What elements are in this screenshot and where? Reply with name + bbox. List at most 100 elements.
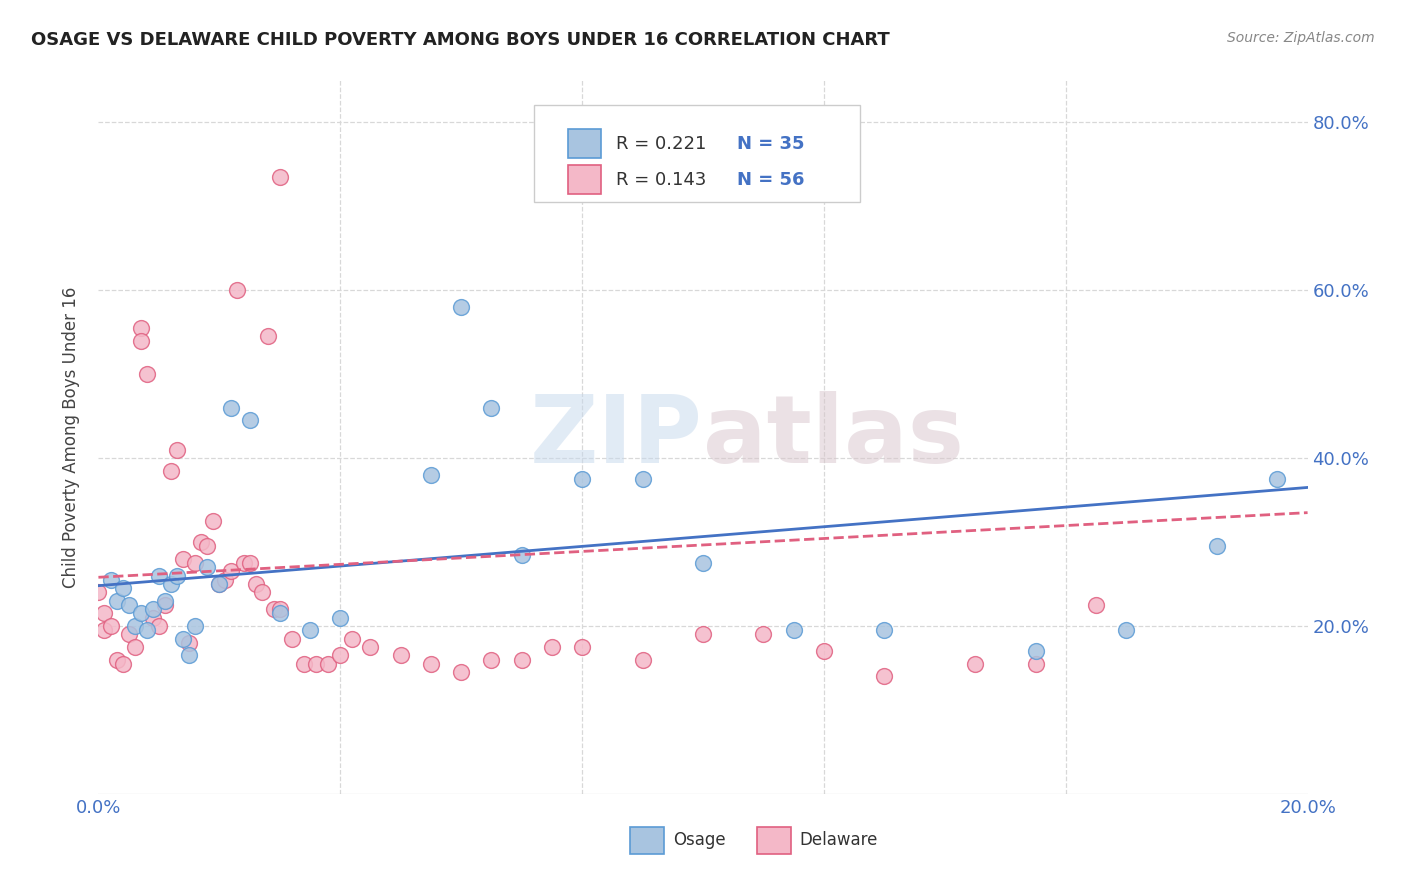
Point xyxy=(329,648,352,663)
Point xyxy=(263,602,285,616)
FancyBboxPatch shape xyxy=(568,165,602,194)
Text: OSAGE VS DELAWARE CHILD POVERTY AMONG BOYS UNDER 16 CORRELATION CHART: OSAGE VS DELAWARE CHILD POVERTY AMONG BO… xyxy=(31,31,890,49)
FancyBboxPatch shape xyxy=(758,827,792,854)
Point xyxy=(153,594,176,608)
Point xyxy=(179,636,201,650)
FancyBboxPatch shape xyxy=(568,129,602,158)
Point xyxy=(202,514,225,528)
Point xyxy=(124,619,146,633)
Point xyxy=(571,472,593,486)
Point xyxy=(305,657,328,671)
Point xyxy=(873,669,896,683)
Point xyxy=(208,577,231,591)
Point xyxy=(420,657,443,671)
Text: Osage: Osage xyxy=(672,831,725,849)
Point xyxy=(232,556,254,570)
Point xyxy=(316,657,339,671)
Point xyxy=(100,619,122,633)
Point xyxy=(148,568,170,582)
Point xyxy=(87,585,110,599)
Text: atlas: atlas xyxy=(703,391,965,483)
Point xyxy=(250,585,273,599)
Point xyxy=(245,577,267,591)
Point xyxy=(692,556,714,570)
Point xyxy=(389,648,412,663)
Point xyxy=(118,598,141,612)
Point xyxy=(510,548,533,562)
Text: N = 56: N = 56 xyxy=(737,170,804,189)
Point xyxy=(148,619,170,633)
Point xyxy=(420,467,443,482)
FancyBboxPatch shape xyxy=(630,827,664,854)
Point xyxy=(129,321,152,335)
Point xyxy=(571,640,593,654)
Point xyxy=(813,644,835,658)
Point xyxy=(135,367,157,381)
Point xyxy=(111,581,134,595)
Point xyxy=(135,623,157,637)
Point xyxy=(129,607,152,621)
Point xyxy=(481,652,503,666)
Point xyxy=(269,169,291,184)
Point xyxy=(214,573,236,587)
Y-axis label: Child Poverty Among Boys Under 16: Child Poverty Among Boys Under 16 xyxy=(62,286,80,588)
Point xyxy=(752,627,775,641)
Point xyxy=(166,568,188,582)
Point xyxy=(166,442,188,457)
FancyBboxPatch shape xyxy=(534,105,860,202)
Point xyxy=(269,607,291,621)
Point xyxy=(195,539,218,553)
Point xyxy=(221,401,243,415)
Point xyxy=(1085,598,1108,612)
Text: R = 0.221: R = 0.221 xyxy=(616,135,706,153)
Point xyxy=(153,598,176,612)
Point xyxy=(292,657,315,671)
Point xyxy=(631,652,654,666)
Point xyxy=(124,640,146,654)
Text: N = 35: N = 35 xyxy=(737,135,804,153)
Point xyxy=(172,632,194,646)
Point xyxy=(142,602,165,616)
Point xyxy=(142,610,165,624)
Point xyxy=(450,300,472,314)
Point xyxy=(631,472,654,486)
Point xyxy=(184,619,207,633)
Point xyxy=(540,640,562,654)
Point xyxy=(1267,472,1289,486)
Point xyxy=(179,648,201,663)
Point xyxy=(105,594,128,608)
Point xyxy=(329,610,352,624)
Point xyxy=(221,565,243,579)
Point xyxy=(510,652,533,666)
Point xyxy=(239,556,262,570)
Point xyxy=(965,657,987,671)
Text: Delaware: Delaware xyxy=(800,831,879,849)
Point xyxy=(184,556,207,570)
Point xyxy=(160,464,183,478)
Text: ZIP: ZIP xyxy=(530,391,703,483)
Point xyxy=(208,577,231,591)
Point xyxy=(111,657,134,671)
Point xyxy=(256,329,278,343)
Point xyxy=(342,632,364,646)
Text: R = 0.143: R = 0.143 xyxy=(616,170,706,189)
Point xyxy=(692,627,714,641)
Point xyxy=(450,665,472,680)
Point xyxy=(118,627,141,641)
Point xyxy=(873,623,896,637)
Point xyxy=(172,551,194,566)
Point xyxy=(100,573,122,587)
Point xyxy=(105,652,128,666)
Point xyxy=(1024,644,1046,658)
Point xyxy=(190,535,212,549)
Point xyxy=(269,602,291,616)
Point xyxy=(281,632,304,646)
Point xyxy=(1024,657,1046,671)
Point xyxy=(299,623,322,637)
Point xyxy=(481,401,503,415)
Point xyxy=(160,577,183,591)
Point xyxy=(195,560,218,574)
Point xyxy=(1206,539,1229,553)
Point xyxy=(360,640,382,654)
Point xyxy=(226,283,249,297)
